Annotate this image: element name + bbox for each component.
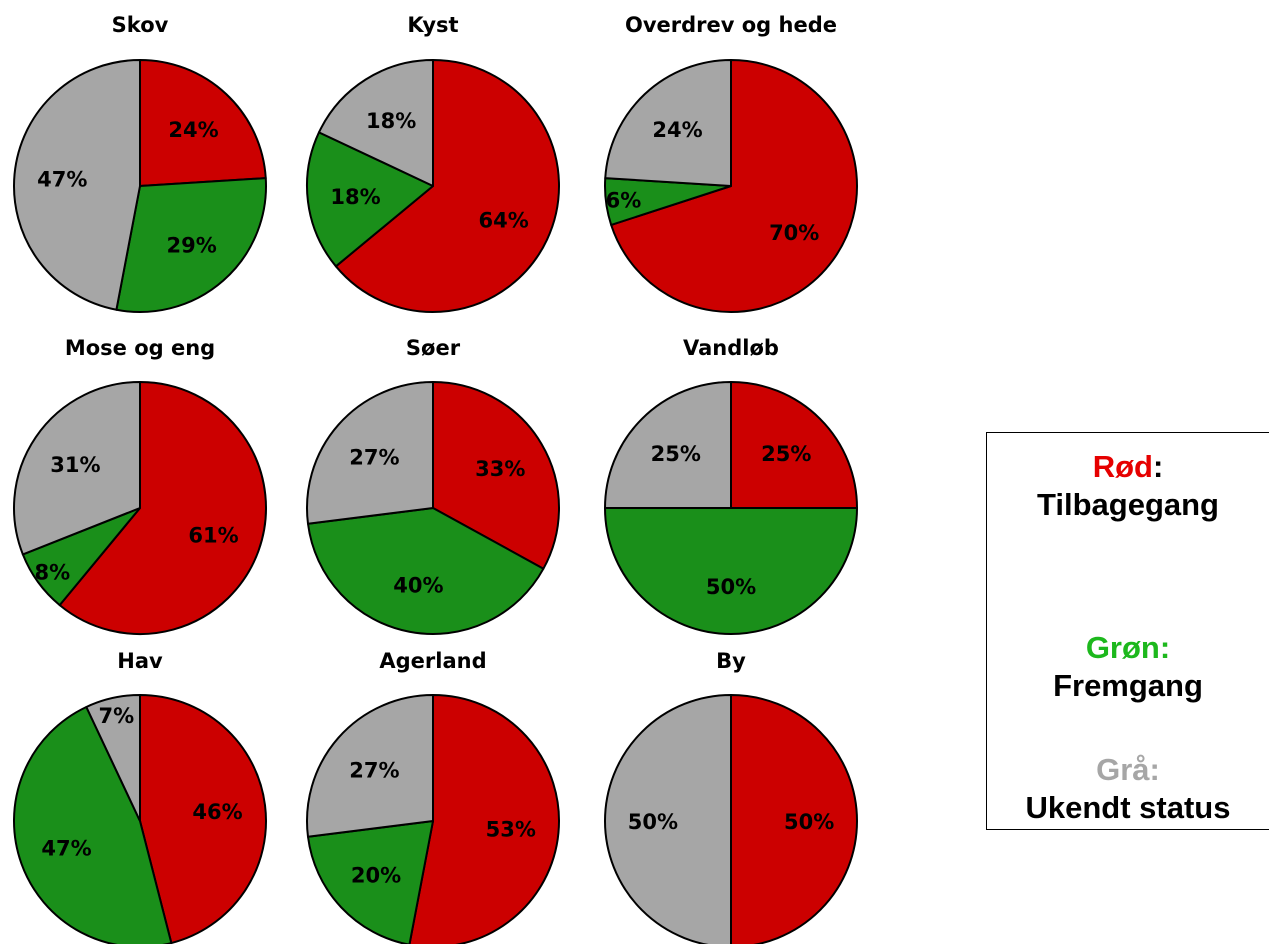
pie-slice-red: [730, 381, 858, 509]
pie-slice-gray: [13, 59, 141, 311]
pie-slice-gray: [604, 381, 732, 509]
pie-slice-gray: [604, 59, 732, 187]
slice-label-red: 70%: [769, 221, 819, 245]
pie-vandlb: Vandløb 25% 50% 25%: [604, 336, 858, 635]
chart-title: Vandløb: [683, 336, 779, 360]
pie-ser: Søer 33% 40% 27%: [306, 336, 560, 635]
pie-chart-grid: Skov 24% 29% 47% Kyst 64% 18% 18% Overdrev og he…: [13, 13, 858, 944]
pie-slice-gray: [306, 381, 434, 525]
slice-label-red: 61%: [188, 523, 238, 547]
pie-slice-gray: [85, 694, 141, 822]
slice-label-green: 50%: [706, 575, 756, 599]
pie-skov: Skov 24% 29% 47%: [13, 13, 267, 313]
pie-mose-og-eng: Mose og eng 61% 8% 31%: [13, 336, 267, 635]
pie-slice-red: [730, 694, 858, 944]
chart-title: By: [716, 649, 746, 673]
chart-title: Agerland: [379, 649, 486, 673]
pie-slice-red: [334, 59, 560, 313]
pie-slice-gray: [13, 381, 141, 556]
slice-label-gray: 47%: [37, 168, 87, 192]
slice-label-gray: 27%: [349, 445, 399, 469]
slice-label-red: 53%: [486, 817, 536, 841]
chart-title: Søer: [406, 336, 461, 360]
slice-label-gray: 18%: [366, 109, 416, 133]
pie-slice-green: [115, 177, 267, 313]
pie-slice-green: [306, 820, 434, 944]
pie-slice-gray: [317, 59, 434, 187]
slice-label-green: 8%: [35, 561, 71, 585]
legend-entry-red: Rød: Tilbagegang: [987, 448, 1269, 524]
pie-slice-red: [58, 381, 267, 635]
legend-colon-red: :: [1152, 449, 1164, 484]
pie-slice-gray: [306, 694, 434, 838]
legend-desc-red: Tilbagegang: [1036, 487, 1219, 522]
pie-slice-green: [306, 507, 545, 635]
slice-label-green: 6%: [606, 189, 642, 213]
chart-title: Kyst: [407, 13, 458, 37]
slice-label-gray: 24%: [652, 118, 702, 142]
chart-title: Hav: [117, 649, 163, 673]
slice-label-gray: 27%: [349, 758, 399, 782]
legend-entry-gray: Grå: Ukendt status: [987, 751, 1269, 827]
legend-key-red: Rød: [1092, 449, 1153, 484]
pie-hav: Hav 46% 47% 7%: [13, 649, 267, 944]
slice-label-red: 64%: [479, 208, 529, 232]
chart-title: Skov: [112, 13, 169, 37]
slice-label-gray: 31%: [50, 453, 100, 477]
pie-slice-red: [139, 694, 267, 944]
legend-key-green: Grøn:: [1085, 630, 1171, 665]
slice-label-red: 46%: [192, 800, 242, 824]
slice-label-green: 47%: [41, 836, 91, 860]
slice-label-red: 25%: [761, 442, 811, 466]
pie-slice-green: [13, 705, 173, 944]
slice-label-green: 40%: [393, 574, 443, 598]
legend-desc-gray: Ukendt status: [1025, 790, 1231, 825]
pie-slice-red: [432, 381, 560, 570]
pie-slice-gray: [604, 694, 732, 944]
pie-slice-red: [610, 59, 858, 313]
legend-key-gray: Grå:: [1096, 752, 1160, 787]
slice-label-red: 50%: [784, 810, 834, 834]
chart-title: Overdrev og hede: [625, 13, 837, 37]
pie-slice-green: [306, 131, 434, 268]
slice-label-gray: 50%: [628, 810, 678, 834]
slice-label-green: 20%: [351, 863, 401, 887]
pie-slice-red: [408, 694, 560, 944]
slice-label-gray: 25%: [651, 442, 701, 466]
pie-overdrev-og-hede: Overdrev og hede 70% 6% 24%: [604, 13, 858, 313]
slice-label-red: 24%: [168, 118, 218, 142]
pie-slice-green: [604, 507, 858, 635]
slice-label-gray: 7%: [99, 704, 135, 728]
pie-agerland: Agerland 53% 20% 27%: [306, 649, 560, 944]
slice-label-green: 18%: [330, 185, 380, 209]
slice-label-red: 33%: [475, 457, 525, 481]
legend-desc-green: Fremgang: [1053, 668, 1203, 703]
legend-entry-green: Grøn: Fremgang: [987, 629, 1269, 705]
legend: Rød: Tilbagegang Grøn: Fremgang Grå: Uke…: [986, 432, 1269, 830]
slice-label-green: 29%: [167, 234, 217, 258]
chart-title: Mose og eng: [65, 336, 215, 360]
pie-slice-red: [139, 59, 267, 187]
pie-by: By 50% 50%: [604, 649, 858, 944]
pie-kyst: Kyst 64% 18% 18%: [306, 13, 560, 313]
